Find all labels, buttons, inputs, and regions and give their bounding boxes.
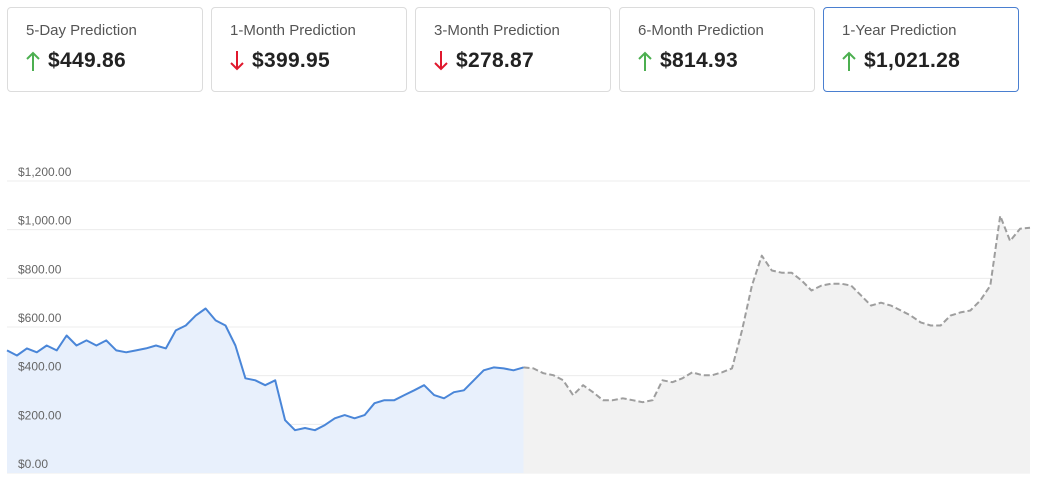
card-value-row: $399.95 <box>230 49 406 73</box>
card-label: 1-Year Prediction <box>842 22 957 39</box>
y-tick-label: $1,000.00 <box>18 214 72 228</box>
card-value: $449.86 <box>48 49 127 72</box>
y-tick-label: $0.00 <box>18 457 48 471</box>
prediction-card[interactable]: 6-Month Prediction $814.93 <box>619 7 815 92</box>
y-tick-label: $200.00 <box>18 408 62 422</box>
arrow-down <box>434 51 448 71</box>
area <box>7 308 524 473</box>
card-label: 1-Month Prediction <box>230 22 356 39</box>
card-value-row: $814.93 <box>638 49 814 73</box>
card-value: $1,021.28 <box>864 49 961 72</box>
prediction-card[interactable]: 3-Month Prediction $278.87 <box>415 7 611 92</box>
prediction-card[interactable]: 5-Day Prediction $449.86 <box>7 7 203 92</box>
chart: $0.00 $200.00 $400.00 $600.00 $800.00 $1,000.… <box>6 165 1031 474</box>
arrow-up <box>638 51 652 71</box>
arrow-up <box>26 51 40 71</box>
card-label: 3-Month Prediction <box>434 22 560 39</box>
area <box>523 215 1030 474</box>
prediction-cards: 5-Day Prediction $449.86 1-Month Predictio… <box>7 7 1019 92</box>
y-tick-label: $600.00 <box>18 311 62 325</box>
card-value: $814.93 <box>660 49 739 72</box>
card-label: 5-Day Prediction <box>26 22 137 39</box>
card-label: 6-Month Prediction <box>638 22 764 39</box>
card-value: $278.87 <box>456 49 535 72</box>
card-value-row: $449.86 <box>26 49 202 73</box>
arrow-up <box>842 51 856 71</box>
y-tick-label: $400.00 <box>18 360 62 374</box>
prediction-card[interactable]: 1-Year Prediction $1,021.28 <box>823 7 1019 92</box>
y-tick-label: $800.00 <box>18 262 62 276</box>
y-tick-label: $1,200.00 <box>18 165 72 179</box>
prediction-card[interactable]: 1-Month Prediction $399.95 <box>211 7 407 92</box>
card-value-row: $278.87 <box>434 49 610 73</box>
line <box>523 214 1031 404</box>
card-value-row: $1,021.28 <box>842 49 1018 73</box>
arrow-down <box>230 51 244 71</box>
line <box>6 307 524 432</box>
card-value: $399.95 <box>252 49 331 72</box>
